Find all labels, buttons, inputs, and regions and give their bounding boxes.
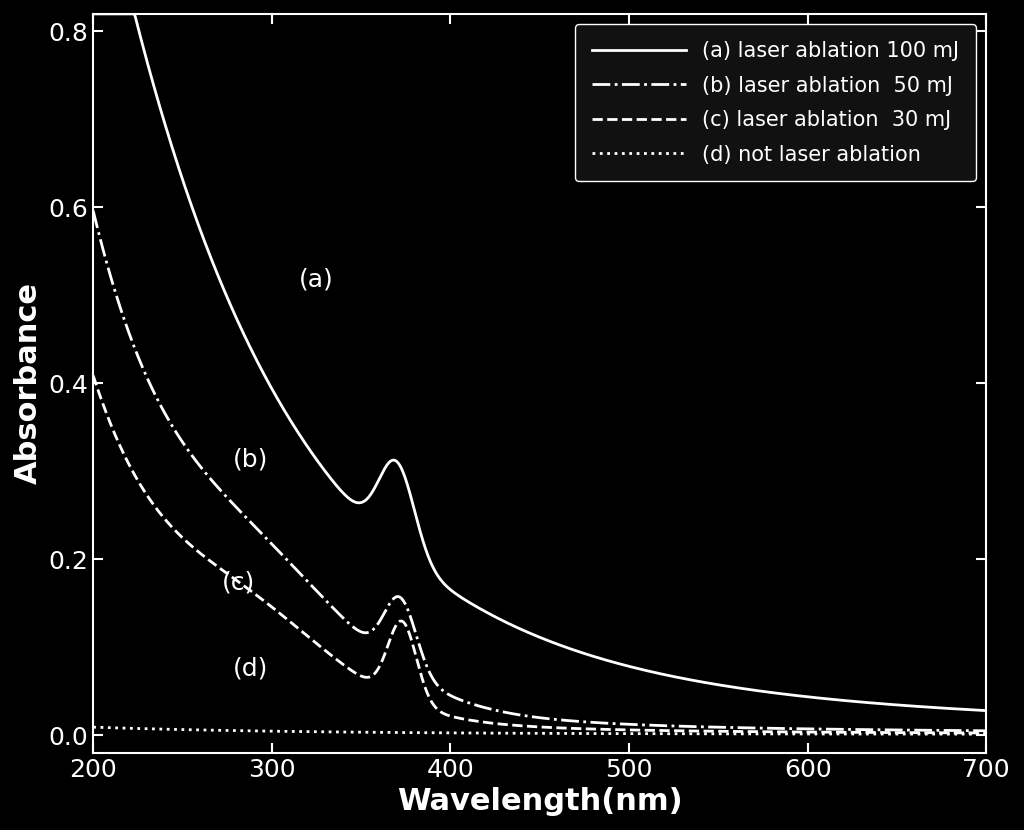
Text: (a): (a): [299, 267, 334, 291]
(d) not laser ablation: [963, 729, 975, 739]
(c) laser ablation  30 mJ: [866, 727, 879, 737]
(a) laser ablation 100 mJ: [866, 698, 879, 708]
Text: (c): (c): [222, 571, 255, 595]
Legend: (a) laser ablation 100 mJ, (b) laser ablation  50 mJ, (c) laser ablation  30 mJ,: (a) laser ablation 100 mJ, (b) laser abl…: [575, 24, 976, 182]
Line: (a) laser ablation 100 mJ: (a) laser ablation 100 mJ: [93, 14, 986, 710]
Line: (c) laser ablation  30 mJ: (c) laser ablation 30 mJ: [93, 375, 986, 733]
(a) laser ablation 100 mJ: [188, 211, 201, 221]
(b) laser ablation  50 mJ: [866, 725, 879, 735]
Text: (b): (b): [232, 448, 268, 471]
(d) not laser ablation: [468, 728, 480, 738]
(a) laser ablation 100 mJ: [242, 338, 254, 348]
(a) laser ablation 100 mJ: [429, 567, 441, 577]
(b) laser ablation  50 mJ: [468, 700, 480, 710]
(d) not laser ablation: [242, 725, 254, 735]
(a) laser ablation 100 mJ: [87, 9, 99, 19]
(d) not laser ablation: [188, 725, 201, 735]
(b) laser ablation  50 mJ: [429, 678, 441, 688]
Line: (d) not laser ablation: (d) not laser ablation: [93, 727, 986, 734]
(b) laser ablation  50 mJ: [963, 725, 975, 735]
(c) laser ablation  30 mJ: [429, 702, 441, 712]
Y-axis label: Absorbance: Absorbance: [14, 282, 43, 484]
X-axis label: Wavelength(nm): Wavelength(nm): [397, 787, 683, 816]
(d) not laser ablation: [429, 728, 441, 738]
(b) laser ablation  50 mJ: [242, 515, 254, 525]
(c) laser ablation  30 mJ: [87, 370, 99, 380]
(a) laser ablation 100 mJ: [980, 706, 992, 715]
(d) not laser ablation: [866, 729, 879, 739]
(c) laser ablation  30 mJ: [980, 728, 992, 738]
(b) laser ablation  50 mJ: [980, 725, 992, 735]
(b) laser ablation  50 mJ: [188, 455, 201, 465]
(a) laser ablation 100 mJ: [468, 600, 480, 610]
(d) not laser ablation: [87, 722, 99, 732]
(c) laser ablation  30 mJ: [468, 715, 480, 725]
(c) laser ablation  30 mJ: [188, 544, 201, 554]
(c) laser ablation  30 mJ: [242, 583, 254, 593]
Text: (d): (d): [232, 657, 268, 681]
(b) laser ablation  50 mJ: [87, 206, 99, 216]
(d) not laser ablation: [980, 729, 992, 739]
Line: (b) laser ablation  50 mJ: (b) laser ablation 50 mJ: [93, 211, 986, 730]
(a) laser ablation 100 mJ: [963, 705, 975, 715]
(c) laser ablation  30 mJ: [963, 728, 975, 738]
